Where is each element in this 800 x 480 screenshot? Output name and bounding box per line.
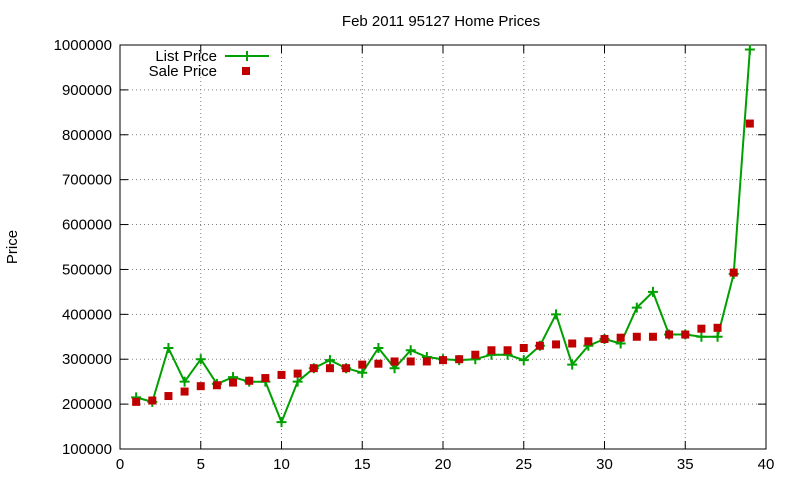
data-point-sale-price bbox=[745, 119, 754, 128]
data-point-list-price bbox=[405, 345, 416, 356]
x-tick-label: 35 bbox=[677, 456, 694, 473]
data-point-sale-price bbox=[439, 356, 447, 365]
data-point-sale-price bbox=[180, 387, 189, 396]
x-tick-label: 40 bbox=[758, 456, 775, 473]
x-tick-label: 0 bbox=[116, 456, 124, 473]
series-sale-price bbox=[132, 119, 754, 406]
data-point-sale-price bbox=[729, 268, 738, 277]
x-axis-tick-labels: 0 5 10 15 20 25 30 35 40 bbox=[116, 456, 775, 473]
legend-marker-sale-price bbox=[242, 67, 250, 75]
data-point-sale-price bbox=[616, 333, 625, 342]
y-tick-label: 300000 bbox=[62, 351, 112, 368]
y-tick-label: 500000 bbox=[62, 261, 112, 278]
y-tick-label: 400000 bbox=[62, 306, 112, 323]
data-point-sale-price bbox=[148, 396, 157, 405]
y-tick-label: 200000 bbox=[62, 396, 112, 413]
chart-title: Feb 2011 95127 Home Prices bbox=[342, 13, 540, 30]
data-point-sale-price bbox=[229, 378, 238, 387]
legend: List Price Sale Price bbox=[149, 48, 269, 80]
x-tick-label: 30 bbox=[596, 456, 613, 473]
data-point-list-price bbox=[631, 302, 642, 313]
data-point-list-price bbox=[195, 354, 206, 365]
data-point-sale-price bbox=[245, 376, 254, 385]
data-point-list-price bbox=[744, 44, 755, 55]
y-axis-label: Price bbox=[4, 230, 21, 264]
data-point-sale-price bbox=[309, 364, 318, 373]
data-point-sale-price bbox=[422, 357, 431, 366]
data-point-sale-price bbox=[552, 340, 561, 349]
data-point-sale-price bbox=[503, 346, 512, 355]
grid-lines bbox=[120, 45, 766, 449]
data-point-sale-price bbox=[374, 359, 383, 368]
data-point-list-price bbox=[324, 355, 335, 366]
data-point-sale-price bbox=[132, 397, 141, 406]
data-point-sale-price bbox=[358, 360, 367, 369]
data-point-sale-price bbox=[568, 339, 577, 348]
data-point-sale-price bbox=[632, 332, 641, 341]
legend-label-sale-price: Sale Price bbox=[149, 63, 217, 80]
data-point-list-price bbox=[357, 367, 368, 378]
data-point-list-price bbox=[373, 343, 384, 353]
data-point-list-price bbox=[292, 376, 303, 387]
data-point-sale-price bbox=[648, 332, 657, 341]
data-point-sale-price bbox=[600, 335, 609, 344]
x-tick-label: 20 bbox=[435, 456, 452, 473]
series-layer bbox=[131, 44, 755, 428]
data-point-sale-price bbox=[325, 364, 334, 373]
data-point-sale-price bbox=[471, 350, 480, 359]
data-point-sale-price bbox=[277, 370, 286, 379]
data-point-sale-price bbox=[212, 381, 221, 390]
x-tick-label: 10 bbox=[273, 456, 290, 473]
y-tick-label: 700000 bbox=[62, 172, 112, 189]
data-point-list-price bbox=[647, 286, 658, 297]
x-tick-label: 15 bbox=[354, 456, 371, 473]
x-tick-label: 5 bbox=[197, 456, 205, 473]
data-point-sale-price bbox=[681, 330, 690, 339]
data-point-list-price bbox=[551, 309, 562, 320]
data-point-list-price bbox=[696, 331, 707, 342]
axis-ticks bbox=[119, 44, 767, 450]
data-point-list-price bbox=[163, 343, 174, 353]
data-point-sale-price bbox=[406, 357, 415, 366]
data-point-sale-price bbox=[519, 344, 528, 352]
data-point-sale-price bbox=[487, 346, 496, 355]
data-point-sale-price bbox=[342, 364, 351, 373]
data-point-sale-price bbox=[196, 382, 205, 391]
data-point-sale-price bbox=[164, 392, 173, 401]
data-point-list-price bbox=[712, 331, 723, 342]
data-point-sale-price bbox=[713, 323, 722, 332]
data-point-sale-price bbox=[535, 341, 544, 350]
data-point-sale-price bbox=[293, 369, 302, 378]
y-axis-tick-labels: 100000 200000 300000 400000 500000 600000 7000… bbox=[54, 37, 112, 458]
data-point-sale-price bbox=[665, 330, 674, 339]
legend-marker-list-price bbox=[242, 51, 252, 61]
y-tick-label: 900000 bbox=[62, 82, 112, 99]
data-point-sale-price bbox=[697, 324, 706, 333]
data-point-sale-price bbox=[390, 357, 399, 366]
legend-label-list-price: List Price bbox=[155, 48, 217, 65]
y-tick-label: 600000 bbox=[62, 217, 112, 234]
y-tick-label: 100000 bbox=[62, 441, 112, 458]
y-tick-label: 800000 bbox=[62, 127, 112, 144]
data-point-list-price bbox=[179, 376, 190, 387]
y-tick-label: 1000000 bbox=[54, 37, 112, 54]
data-point-sale-price bbox=[261, 374, 270, 383]
data-point-sale-price bbox=[584, 337, 593, 346]
data-point-list-price bbox=[567, 359, 578, 370]
data-point-list-price bbox=[276, 417, 287, 428]
data-point-sale-price bbox=[455, 355, 464, 364]
data-point-list-price bbox=[518, 355, 529, 366]
x-tick-label: 25 bbox=[515, 456, 532, 473]
